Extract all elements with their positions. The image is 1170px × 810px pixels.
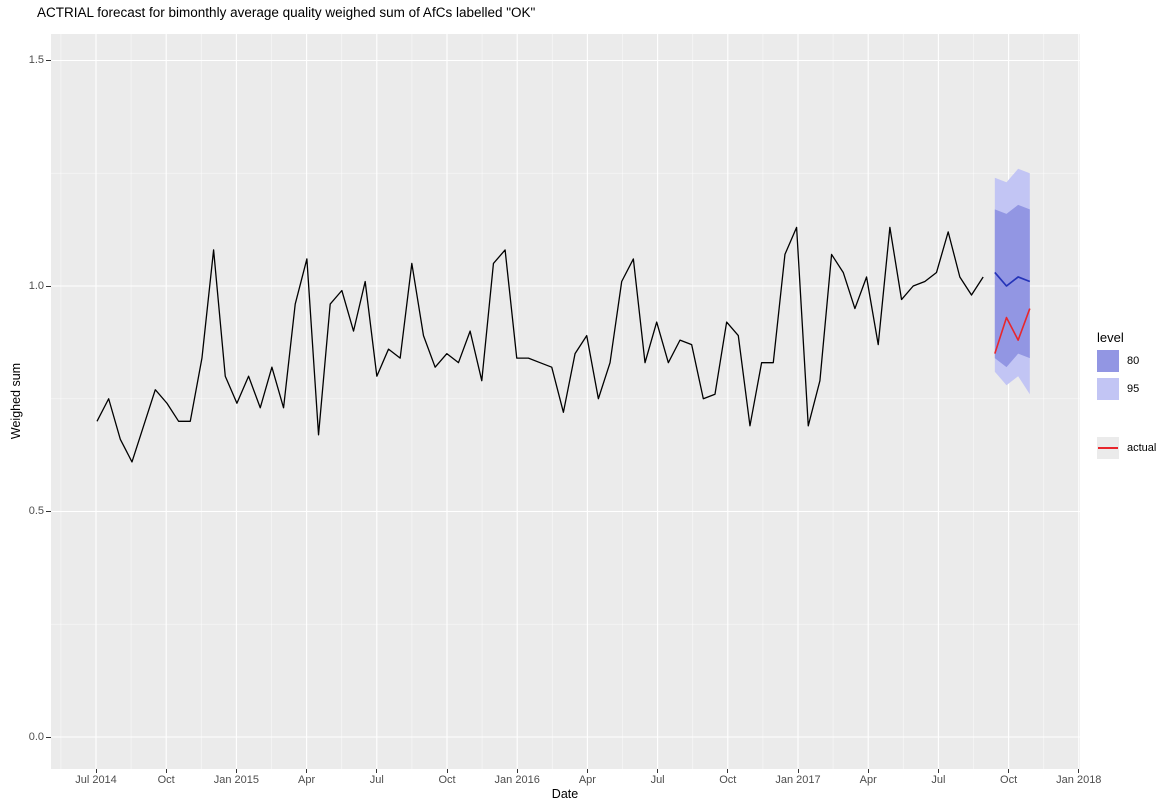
x-tick-label: Jan 2018 [1056,774,1102,786]
x-tick-mark [306,769,308,773]
x-tick-label: Oct [719,774,737,786]
x-tick-label: Jul [369,774,384,786]
legend-swatch-80 [1097,350,1119,372]
x-tick-mark [867,769,869,773]
y-tick-label: 1.0 [28,279,44,292]
x-tick-mark [727,769,729,773]
x-tick-mark [586,769,588,773]
x-tick-mark [516,769,518,773]
x-tick-label: Apr [298,774,316,786]
legend-label-95: 95 [1127,383,1140,395]
x-axis-title: Date [551,787,579,801]
legend-label-actual: actual [1127,442,1157,454]
x-tick-mark [657,769,659,773]
x-tick-mark [797,769,799,773]
y-tick-mark [46,736,51,738]
plot-canvas [51,34,1080,769]
x-tick-label: Jan 2017 [775,774,821,786]
x-tick-mark [95,769,97,773]
plot-title: ACTRIAL forecast for bimonthly average q… [37,5,536,20]
forecast-mean-line [994,271,1031,287]
legend-swatch-95 [1097,378,1119,400]
x-tick-mark [376,769,378,773]
x-tick-label: Oct [438,774,456,786]
x-tick-mark [165,769,167,773]
plot-panel [51,34,1080,769]
x-tick-mark [1078,769,1080,773]
forecast-band-80 [994,204,1030,368]
x-tick-label: Jan 2016 [494,774,540,786]
x-tick-label: Jul [931,774,946,786]
observed-line [96,226,984,463]
x-tick-label: Jan 2015 [213,774,260,786]
actual-line-key-icon [1098,447,1118,449]
x-tick-label: Apr [859,774,877,786]
y-tick-label: 1.5 [28,54,44,66]
actual-line [994,308,1031,354]
x-tick-mark [235,769,237,773]
y-tick-mark [46,285,51,287]
y-tick-label: 0.0 [28,730,44,743]
legend-key-actual [1097,437,1119,459]
x-tick-label: Jul [650,774,665,786]
legend-level-title: level [1097,330,1124,345]
y-tick-mark [46,60,51,61]
x-tick-label: Oct [1000,774,1018,786]
legend-label-80: 80 [1127,355,1140,367]
x-tick-label: Jul 2014 [75,774,117,786]
y-tick-label: 0.5 [28,505,44,517]
x-tick-label: Oct [157,774,175,786]
x-tick-label: Apr [578,774,596,786]
y-tick-mark [46,511,51,512]
x-tick-mark [446,769,448,773]
x-tick-mark [1008,769,1010,773]
y-axis-title: Weighed sum [9,362,23,440]
x-tick-mark [937,769,939,773]
